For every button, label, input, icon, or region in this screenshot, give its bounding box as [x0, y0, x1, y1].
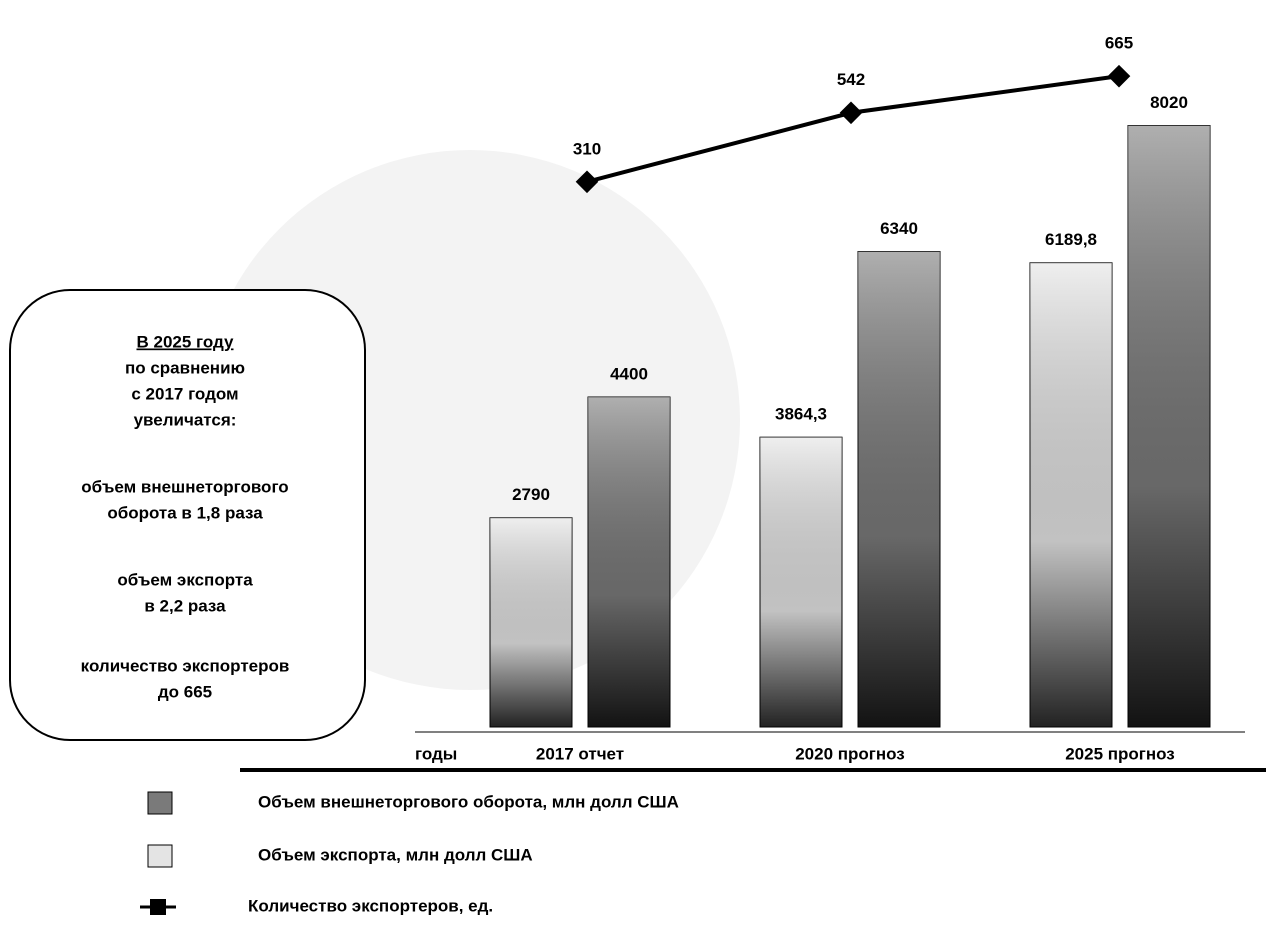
annotation-line: объем внешнеторгового — [81, 477, 288, 496]
data-label: 6189,8 — [1045, 230, 1097, 249]
bar-shade — [490, 518, 572, 727]
annotation-line: с 2017 годом — [131, 384, 238, 403]
annotation-line: в 2,2 раза — [144, 596, 226, 615]
legend-label: Количество экспортеров, ед. — [248, 896, 493, 915]
data-label: 2790 — [512, 485, 550, 504]
legend-swatch — [148, 845, 172, 867]
data-label: 4400 — [610, 364, 648, 383]
bar-shade — [1030, 263, 1112, 727]
legend-label: Объем экспорта, млн долл США — [258, 845, 533, 864]
data-label: 6340 — [880, 219, 918, 238]
annotation-line: В 2025 году — [136, 332, 234, 351]
data-label: 542 — [837, 70, 865, 89]
annotation-line: количество экспортеров — [81, 656, 290, 675]
data-label: 310 — [573, 139, 601, 158]
line-marker — [840, 101, 863, 124]
chart: годы В 2025 году по сравнению с 2017 годом… — [0, 0, 1266, 927]
annotation-line: увеличатся: — [134, 410, 237, 429]
data-label: 8020 — [1150, 93, 1188, 112]
bar-shade — [858, 252, 940, 728]
legend-swatch — [148, 792, 172, 814]
annotation-line: до 665 — [158, 682, 212, 701]
data-label: 3864,3 — [775, 405, 827, 424]
legend-label: Объем внешнеторгового оборота, млн долл … — [258, 792, 679, 811]
x-axis-label: годы — [415, 744, 457, 763]
annotation-line: объем экспорта — [117, 570, 253, 589]
x-tick-label: 2017 отчет — [536, 744, 624, 763]
x-tick-label: 2020 прогноз — [795, 744, 905, 763]
legend-marker — [150, 899, 166, 915]
bar-shade — [1128, 126, 1210, 728]
line-marker — [1108, 65, 1131, 88]
line — [587, 76, 1119, 182]
bar-shade — [588, 397, 670, 727]
x-tick-label: 2025 прогноз — [1065, 744, 1175, 763]
data-label: 665 — [1105, 34, 1133, 53]
annotation-line: оборота в 1,8 раза — [107, 503, 263, 522]
annotation-line: по сравнению — [125, 358, 245, 377]
bar-shade — [760, 437, 842, 727]
